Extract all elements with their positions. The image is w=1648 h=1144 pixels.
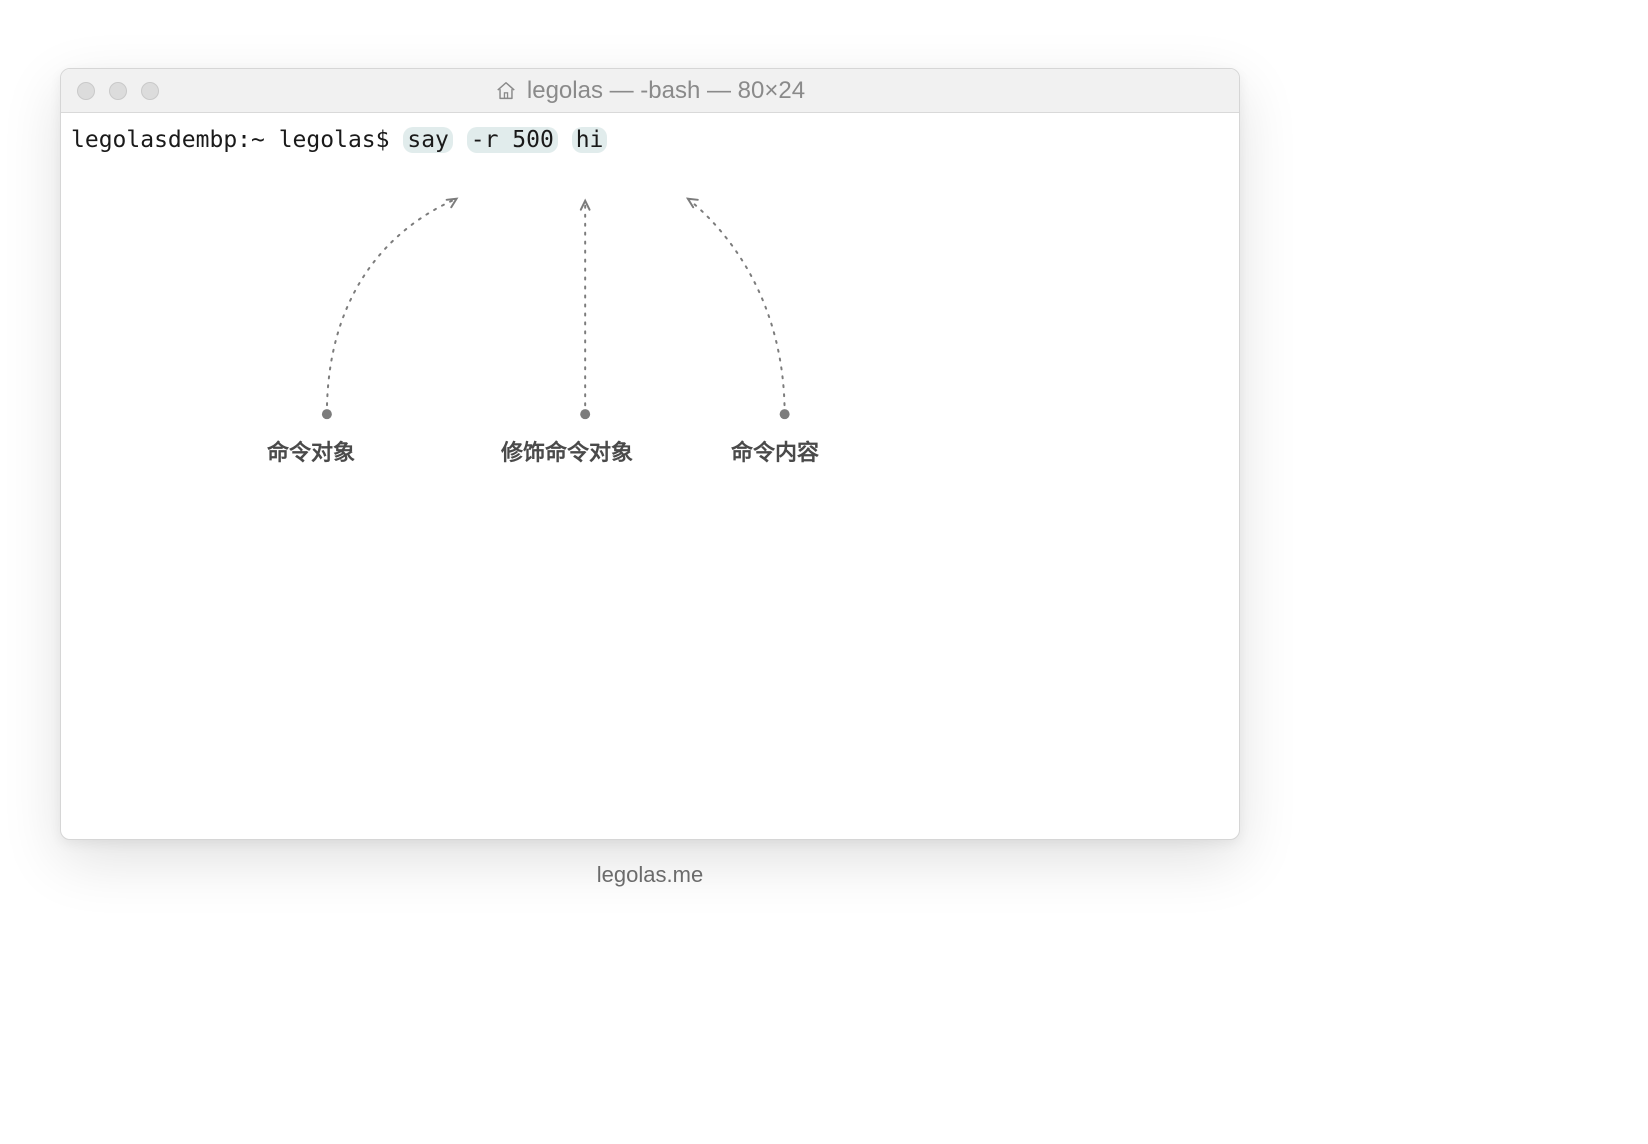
terminal-prompt-line: legolasdembp:~ legolas$ say -r 500 hi bbox=[71, 127, 1229, 153]
window-traffic-lights bbox=[61, 82, 159, 100]
zoom-button[interactable] bbox=[141, 82, 159, 100]
prompt-prefix: legolasdembp:~ legolas$ bbox=[71, 127, 403, 153]
window-title-wrap: legolas — -bash — 80×24 bbox=[61, 77, 1239, 105]
window-titlebar: legolas — -bash — 80×24 bbox=[61, 69, 1239, 113]
annotation-overlay bbox=[61, 113, 1239, 839]
window-title: legolas — -bash — 80×24 bbox=[527, 77, 805, 105]
annotation-label: 命令内容 bbox=[731, 435, 819, 467]
arg-token: hi bbox=[572, 127, 608, 153]
terminal-content[interactable]: legolasdembp:~ legolas$ say -r 500 hi 命令… bbox=[61, 113, 1239, 839]
minimize-button[interactable] bbox=[109, 82, 127, 100]
flags-token: -r 500 bbox=[467, 127, 558, 153]
footer-credit: legolas.me bbox=[0, 862, 1300, 888]
annotation-label: 命令对象 bbox=[267, 435, 355, 467]
home-icon bbox=[495, 80, 517, 102]
cmd-token: say bbox=[403, 127, 453, 153]
terminal-window: legolas — -bash — 80×24 legolasdembp:~ l… bbox=[60, 68, 1240, 840]
annotation-label: 修饰命令对象 bbox=[501, 435, 633, 467]
close-button[interactable] bbox=[77, 82, 95, 100]
